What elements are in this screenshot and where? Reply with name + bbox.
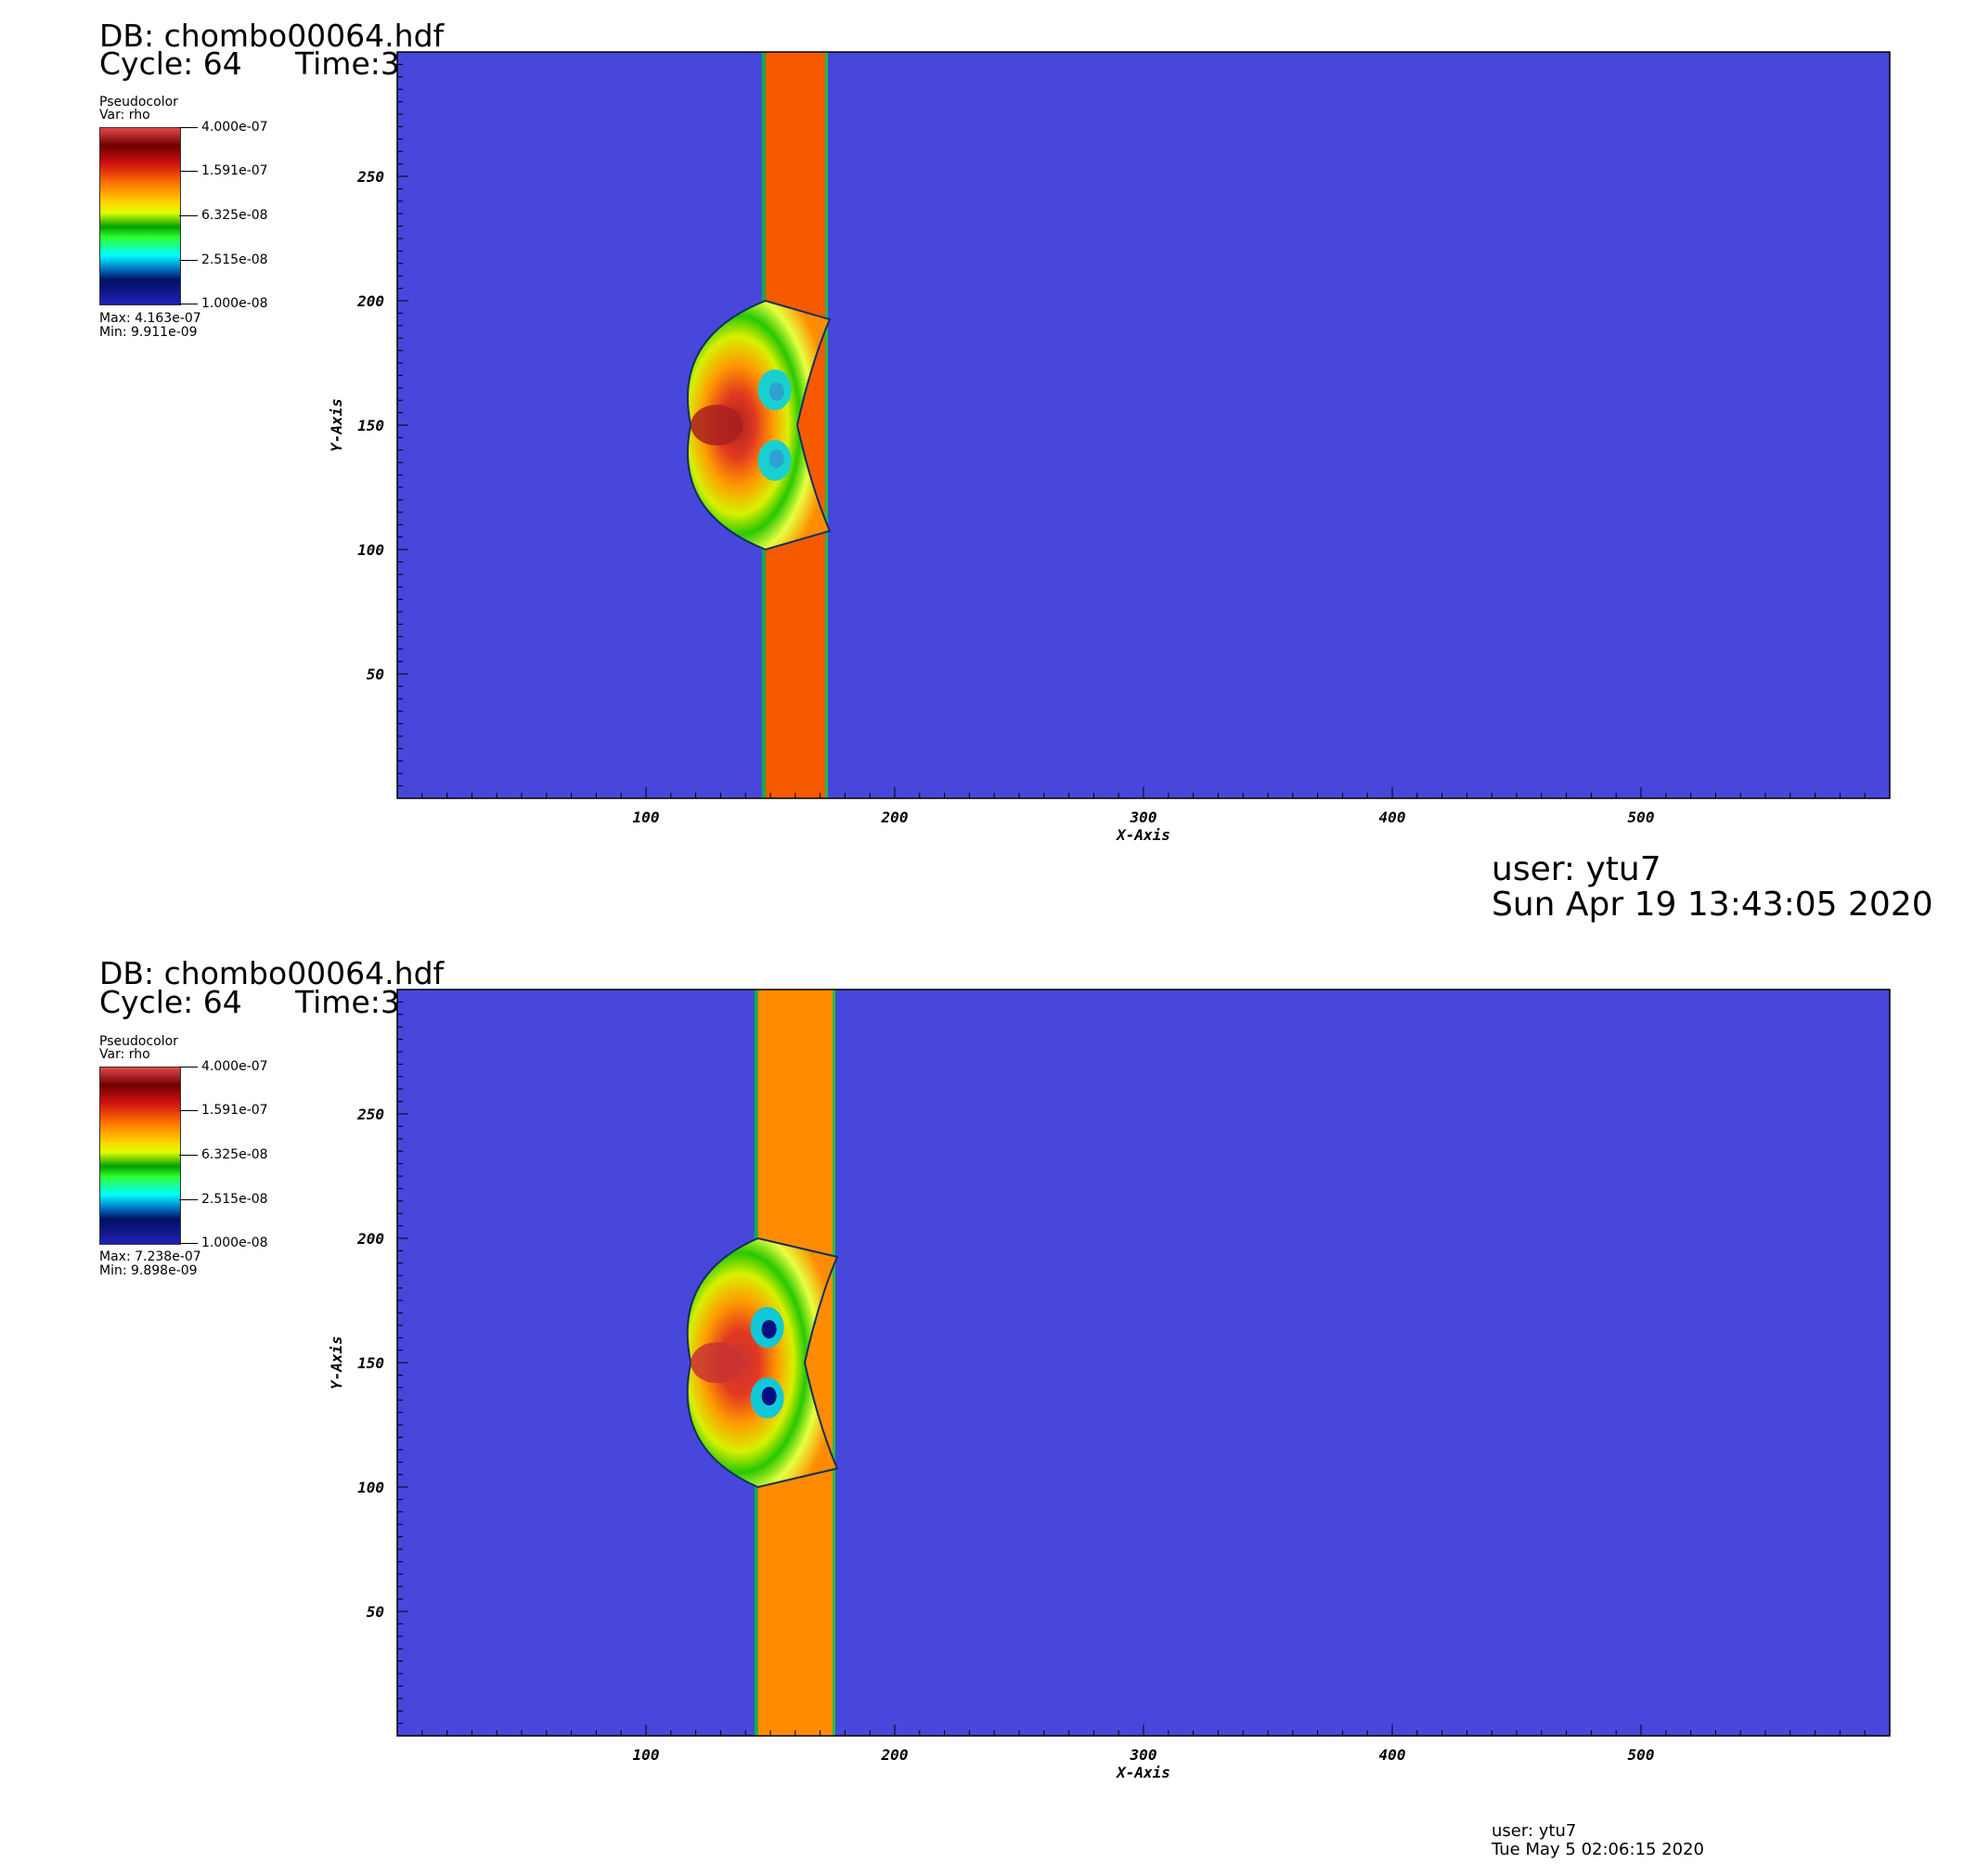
legend-max: Max: 7.238e-07 xyxy=(99,1249,201,1264)
slab-edge-right xyxy=(824,52,828,798)
shock-bubble xyxy=(686,1236,839,1489)
x-tick-label: 100 xyxy=(633,1746,660,1764)
legend-plot-type: Pseudocolor xyxy=(99,1034,178,1049)
y-tick-label: 50 xyxy=(367,666,384,683)
db-title: DB: chombo00064.hdf xyxy=(99,955,445,991)
y-axis-title: Y-Axis xyxy=(328,398,345,452)
colorbar-label: 6.325e-08 xyxy=(201,1147,268,1162)
void-core xyxy=(761,1320,777,1339)
heatmap-svg: 100 200 300 400 500 50 100 150 200 250 X-Axis Y-Axi… xyxy=(328,989,1891,1781)
colorbar-tick xyxy=(179,215,198,216)
dense-core xyxy=(691,1342,743,1383)
heatmap-svg: 100 200 300 400 500 50 100 150 200 250 X-Axis Y-Axi… xyxy=(328,51,1891,844)
colorbar xyxy=(99,127,181,305)
user-label: user: ytu7 xyxy=(1492,850,1661,888)
colorbar-label: 4.000e-07 xyxy=(201,1059,268,1074)
colorbar-label: 1.000e-08 xyxy=(201,1236,268,1250)
void-core xyxy=(769,449,784,468)
y-tick-label: 200 xyxy=(356,292,384,310)
dense-core xyxy=(691,405,743,446)
plot-panel-2: DB: chombo00064.hdf Cycle: 64 Time:3.2e-… xyxy=(0,938,1977,1876)
colorbar-label: 4.000e-07 xyxy=(201,120,268,135)
x-tick-label: 200 xyxy=(881,809,909,826)
x-axis-title: X-Axis xyxy=(1115,1764,1170,1781)
x-tick-label: 200 xyxy=(881,1746,909,1764)
x-tick-label: 500 xyxy=(1628,809,1655,826)
void-core xyxy=(761,1387,777,1405)
y-axis-title: Y-Axis xyxy=(328,1336,345,1390)
legend-var: Var: rho xyxy=(99,108,150,123)
legend-min: Min: 9.898e-09 xyxy=(99,1263,198,1278)
x-tick-label: 100 xyxy=(633,809,660,826)
colorbar-tick xyxy=(179,1155,198,1156)
colorbar-label: 1.591e-07 xyxy=(201,163,268,178)
cycle-label: Cycle: 64 xyxy=(99,45,242,82)
plot-area: 100 200 300 400 500 50 100 150 200 250 X-Axis Y-Axi… xyxy=(328,989,1891,1781)
colorbar-tick xyxy=(179,171,198,172)
colorbar-tick xyxy=(179,260,198,261)
y-tick-label: 100 xyxy=(357,541,384,559)
colorbar-tick xyxy=(179,127,198,128)
y-tick-label: 150 xyxy=(357,417,384,434)
x-axis-title: X-Axis xyxy=(1115,826,1170,844)
colorbar-label: 2.515e-08 xyxy=(201,252,268,267)
date-label: Tue May 5 02:06:15 2020 xyxy=(1492,1840,1704,1859)
x-tick-label: 400 xyxy=(1379,809,1406,826)
legend-max: Max: 4.163e-07 xyxy=(99,311,201,326)
y-tick-label: 50 xyxy=(367,1603,384,1621)
colorbar-tick xyxy=(179,1243,198,1244)
y-tick-label: 150 xyxy=(357,1354,384,1372)
y-tick-label: 250 xyxy=(356,1106,384,1123)
colorbar-label: 2.515e-08 xyxy=(201,1192,268,1207)
legend-var: Var: rho xyxy=(99,1047,150,1062)
x-tick-label: 400 xyxy=(1379,1746,1406,1764)
user-label: user: ytu7 xyxy=(1492,1821,1577,1841)
y-tick-label: 250 xyxy=(356,168,384,186)
colorbar-label: 1.591e-07 xyxy=(201,1103,268,1118)
y-tick-label: 200 xyxy=(356,1230,384,1248)
db-title: DB: chombo00064.hdf xyxy=(99,18,445,54)
void-core xyxy=(769,382,784,401)
legend-min: Min: 9.911e-09 xyxy=(99,325,198,340)
y-tick-label: 100 xyxy=(357,1479,384,1496)
x-tick-label: 300 xyxy=(1130,1746,1157,1764)
slab-edge-right xyxy=(833,990,835,1736)
date-label: Sun Apr 19 13:43:05 2020 xyxy=(1492,886,1933,924)
colorbar xyxy=(99,1067,181,1245)
cycle-label: Cycle: 64 xyxy=(99,984,242,1020)
plot-panel-1: DB: chombo00064.hdf Cycle: 64 Time:3.2e-… xyxy=(99,18,1933,924)
plot-area: 100 200 300 400 500 50 100 150 200 250 X-Axis Y-Axi… xyxy=(328,51,1891,844)
domain-background xyxy=(397,52,1890,798)
x-tick-label: 300 xyxy=(1130,809,1157,826)
colorbar-tick xyxy=(179,1110,198,1111)
colorbar-tick xyxy=(179,1199,198,1200)
legend-plot-type: Pseudocolor xyxy=(99,95,178,110)
colorbar-label: 1.000e-08 xyxy=(201,296,268,311)
x-tick-label: 500 xyxy=(1628,1746,1655,1764)
shock-bubble xyxy=(686,299,832,551)
domain-background xyxy=(397,990,1890,1736)
colorbar-label: 6.325e-08 xyxy=(201,208,268,223)
